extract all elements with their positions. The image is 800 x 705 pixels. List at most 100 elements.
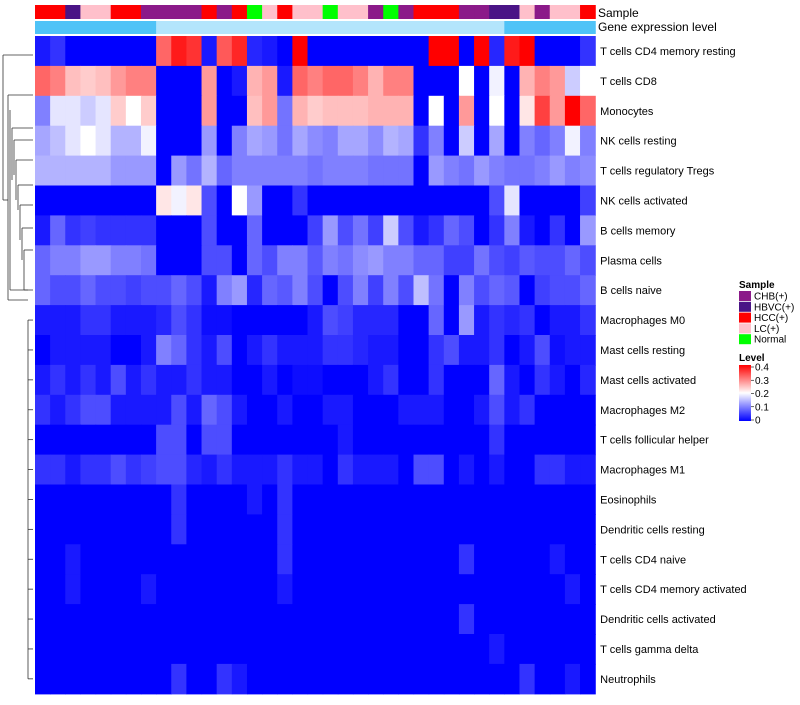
heatmap-cell (171, 155, 187, 187)
heatmap-cell (337, 663, 354, 695)
heatmap-cell (413, 305, 430, 336)
heatmap-cell (368, 663, 384, 695)
heatmap-cell (292, 424, 309, 456)
sample-annotation-bar (35, 5, 596, 19)
heatmap-cell (171, 634, 187, 665)
heatmap-cell (489, 574, 505, 605)
heatmap-cell (474, 215, 490, 246)
heatmap-cell (186, 305, 203, 336)
heatmap-cell (125, 125, 142, 157)
heatmap-cell (352, 424, 369, 456)
heatmap-cell (580, 36, 596, 67)
heatmap-cell (216, 394, 233, 426)
heatmap-cell (171, 65, 187, 97)
sample-annotation-cell (519, 5, 536, 19)
heatmap-cell (534, 65, 551, 97)
heatmap-cell (489, 604, 505, 635)
heatmap-cell (549, 155, 566, 187)
heatmap-cell (262, 36, 278, 67)
heatmap-cell (504, 544, 521, 575)
heatmap-cell (337, 484, 354, 515)
gene-level-annotation-bar (35, 21, 596, 34)
heatmap-cell (140, 245, 157, 276)
heatmap-cell (443, 215, 460, 246)
heatmap-cell (534, 514, 551, 545)
heatmap-cell (383, 65, 399, 97)
heatmap-cell (398, 305, 415, 336)
heatmap-cell (504, 484, 521, 515)
heatmap-cell (489, 454, 505, 486)
heatmap-cell (156, 514, 172, 545)
sample-annotation-cell (277, 5, 293, 19)
heatmap-cell (564, 514, 581, 545)
heatmap-cell (474, 604, 490, 635)
heatmap-cell (140, 335, 157, 366)
heatmap-cell (489, 95, 505, 127)
heatmap-cell (231, 305, 248, 336)
heatmap-cell (322, 125, 339, 157)
heatmap-cell (50, 125, 66, 157)
heatmap-cell (564, 185, 581, 216)
heatmap-cell (534, 95, 551, 127)
heatmap-cell (352, 305, 369, 336)
heatmap-cell (201, 424, 218, 456)
row-label: T cells CD8 (600, 76, 657, 88)
heatmap-cell (50, 95, 66, 127)
heatmap-cell (307, 424, 324, 456)
sample-legend-label: CHB(+) (754, 292, 788, 303)
heatmap-cell (352, 604, 369, 635)
sample-annotation-cell (125, 5, 142, 19)
heatmap-cell (110, 335, 127, 366)
sample-annotation-cell (352, 5, 369, 19)
heatmap-cell (322, 335, 339, 366)
heatmap-cell (458, 155, 475, 187)
heatmap-cell (110, 663, 127, 695)
heatmap-cell (171, 335, 187, 366)
heatmap-cell (489, 275, 505, 306)
heatmap-cell (277, 335, 293, 366)
heatmap-cell (413, 514, 430, 545)
heatmap-cell (262, 95, 278, 127)
sample-legend-swatch (739, 301, 751, 312)
heatmap-cell (171, 514, 187, 545)
heatmap-cell (262, 65, 278, 97)
heatmap-cell (383, 574, 399, 605)
heatmap-cell (110, 36, 127, 67)
heatmap-cell (580, 215, 596, 246)
heatmap-cell (246, 245, 263, 276)
heatmap-cell (80, 634, 97, 665)
heatmap-cell (368, 574, 384, 605)
heatmap-cell (216, 65, 233, 97)
heatmap-cell (262, 245, 278, 276)
heatmap-cell (65, 155, 82, 187)
heatmap-cell (474, 275, 490, 306)
heatmap-cell (65, 484, 82, 515)
heatmap-cell (231, 185, 248, 216)
heatmap-cell (322, 604, 339, 635)
sample-annotation-cell (337, 5, 354, 19)
heatmap-cell (368, 394, 384, 426)
heatmap-cell (428, 245, 445, 276)
heatmap-cell (580, 245, 596, 276)
heatmap-cell (413, 335, 430, 366)
sample-annotation-cell (383, 5, 399, 19)
heatmap-cell (50, 215, 66, 246)
heatmap-cell (50, 275, 66, 306)
heatmap-cell (534, 544, 551, 575)
heatmap-cell (383, 484, 399, 515)
level-legend-tick-label: 0.2 (755, 389, 769, 400)
heatmap-cell (231, 275, 248, 306)
heatmap-cell (519, 305, 536, 336)
heatmap-cell (564, 275, 581, 306)
heatmap-cell (125, 634, 142, 665)
heatmap-cell (292, 125, 309, 157)
heatmap-cell (383, 424, 399, 456)
heatmap-cell (352, 364, 369, 396)
heatmap-cell (292, 394, 309, 426)
heatmap-cell (564, 305, 581, 336)
heatmap-cell (35, 125, 51, 157)
heatmap-cell (534, 335, 551, 366)
heatmap-cell (564, 245, 581, 276)
heatmap-cell (549, 215, 566, 246)
